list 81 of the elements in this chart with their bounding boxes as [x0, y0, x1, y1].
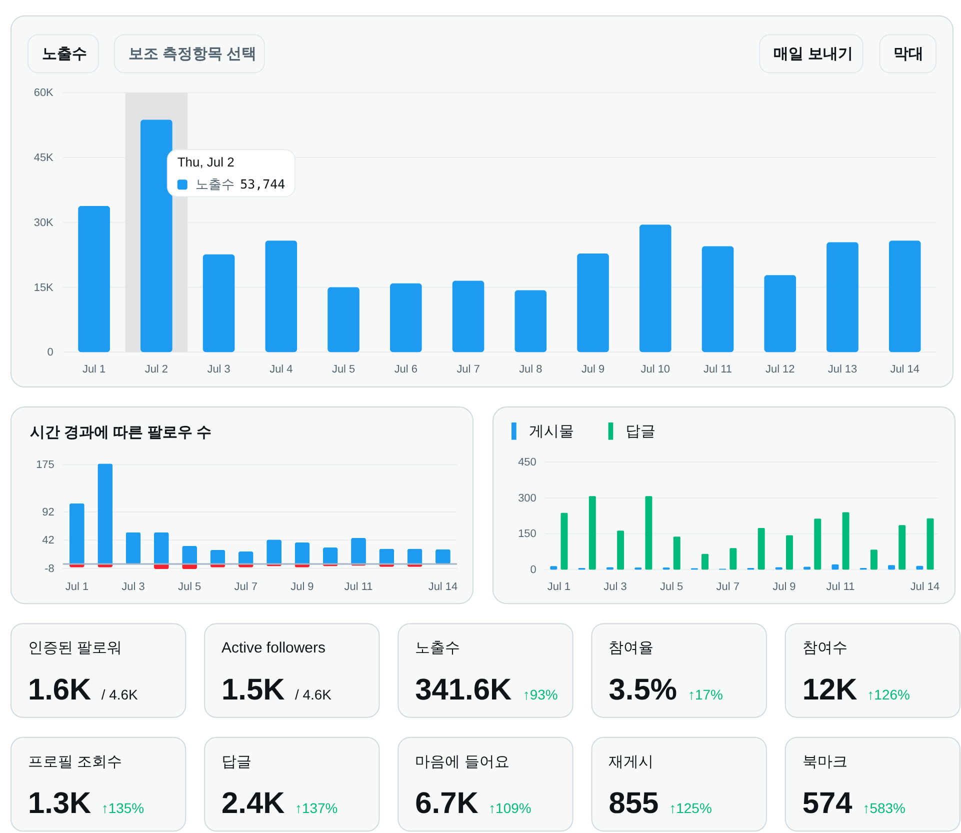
- y-tick-label: 0: [530, 564, 536, 576]
- x-tick-label: Jul 11: [344, 581, 373, 594]
- text: ↑583%: [862, 800, 906, 816]
- x-tick-label: Jul 14: [890, 364, 920, 376]
- x-tick-label: Jul 1: [65, 581, 89, 594]
- x-tick-label: Jul 3: [604, 581, 627, 594]
- legend-label: 게시물: [528, 423, 574, 440]
- y-tick-label: 60K: [34, 87, 54, 100]
- legend-label: 노출수: [195, 176, 234, 192]
- text: ↑17%: [688, 686, 723, 702]
- text: 1.5K: [222, 673, 286, 706]
- annotation: 53,744: [240, 176, 286, 192]
- x-tick-label: Jul 9: [581, 364, 605, 376]
- x-tick-label: Jul 12: [765, 364, 795, 376]
- y-tick-label: -8: [44, 563, 54, 576]
- x-tick-label: Jul 13: [828, 364, 858, 376]
- y-tick-label: 30K: [34, 216, 54, 229]
- x-tick-label: Jul 10: [640, 364, 670, 376]
- text: 1.6K: [28, 673, 92, 706]
- text: 574: [802, 787, 853, 820]
- text: 노출수: [415, 640, 460, 657]
- text: 답글: [222, 753, 252, 770]
- x-tick-label: Jul 11: [704, 364, 732, 376]
- text: 2.4K: [222, 787, 286, 820]
- text: ↑109%: [488, 800, 532, 816]
- text: 855: [608, 787, 659, 820]
- text: 프로필 조회수: [28, 753, 122, 770]
- y-tick-label: 92: [42, 506, 54, 518]
- text: 북마크: [802, 753, 848, 770]
- text: 보조 측정항목 선택: [128, 46, 257, 63]
- x-tick-label: Jul 3: [207, 364, 230, 376]
- text: ↑126%: [867, 686, 910, 702]
- chart-title: 노출수: [42, 46, 87, 63]
- x-tick-label: Jul 7: [456, 364, 480, 376]
- text: 12K: [802, 673, 858, 706]
- x-tick-label: Jul 5: [332, 364, 356, 376]
- x-tick-label: Jul 14: [910, 581, 940, 594]
- text: 참여율: [608, 640, 654, 657]
- text: 재게시: [608, 753, 654, 770]
- text: 1.3K: [28, 787, 92, 820]
- text: ↑125%: [669, 800, 712, 816]
- y-tick-label: 15K: [34, 282, 54, 294]
- x-tick-label: Jul 11: [826, 581, 855, 594]
- x-tick-label: Jul 14: [428, 581, 458, 594]
- y-tick-label: 45K: [34, 152, 54, 164]
- x-tick-label: Jul 2: [144, 364, 168, 376]
- x-tick-label: Jul 1: [82, 364, 106, 376]
- text: 참여수: [802, 640, 848, 657]
- y-tick-label: 300: [518, 492, 536, 504]
- y-tick-label: 150: [518, 528, 536, 540]
- x-tick-label: Jul 7: [716, 581, 740, 594]
- chart-title: 시간 경과에 따른 팔로우 수: [30, 424, 212, 441]
- text: 6.7K: [415, 787, 479, 820]
- text: ↑93%: [522, 686, 558, 702]
- text: Active followers: [222, 640, 326, 657]
- text: 인증된 팔로워: [28, 640, 122, 657]
- text: 매일 보내기: [774, 46, 853, 63]
- x-tick-label: Jul 3: [122, 581, 145, 594]
- text: / 4.6K: [101, 686, 139, 702]
- x-tick-label: Jul 9: [290, 581, 314, 594]
- text: ↑135%: [101, 800, 144, 816]
- x-tick-label: Jul 1: [547, 581, 571, 594]
- y-tick-label: 175: [36, 459, 54, 472]
- y-tick-label: 42: [42, 534, 54, 547]
- x-tick-label: Jul 5: [178, 581, 202, 594]
- text: 막대: [894, 46, 924, 63]
- legend-label: 답글: [626, 423, 656, 440]
- y-tick-label: 450: [518, 456, 536, 468]
- annotation: Thu, Jul 2: [177, 154, 234, 170]
- x-tick-label: Jul 9: [772, 581, 796, 594]
- x-tick-label: Jul 6: [394, 364, 418, 376]
- text: 3.5%: [608, 673, 677, 706]
- text: ↑137%: [294, 800, 338, 816]
- x-tick-label: Jul 7: [234, 581, 258, 594]
- x-tick-label: Jul 4: [270, 364, 293, 376]
- text: 마음에 들어요: [415, 753, 510, 770]
- y-tick-label: 0: [47, 346, 54, 359]
- text: 341.6K: [415, 673, 512, 706]
- text: / 4.6K: [294, 686, 332, 702]
- x-tick-label: Jul 5: [660, 581, 684, 594]
- x-tick-label: Jul 8: [519, 364, 542, 376]
